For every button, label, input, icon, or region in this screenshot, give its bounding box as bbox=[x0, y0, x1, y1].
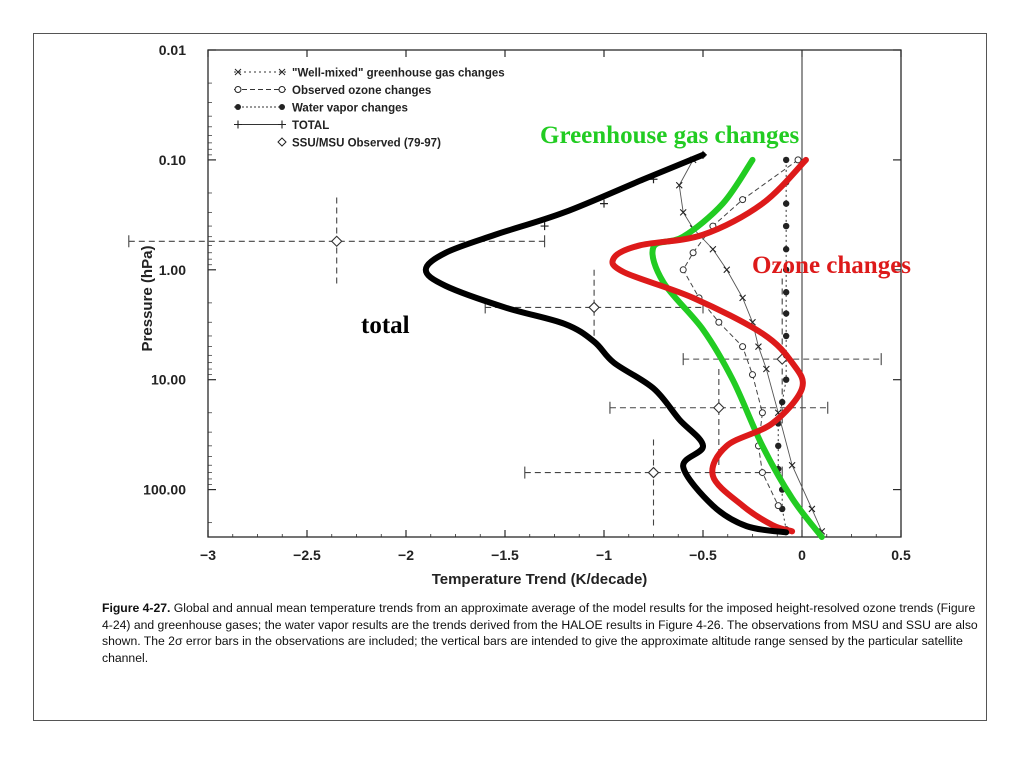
greenhouse-line bbox=[678, 159, 823, 532]
chart-marks bbox=[128, 150, 882, 535]
water-vapor-point bbox=[782, 332, 790, 340]
y-axis-label: Pressure (hPa) bbox=[139, 246, 156, 352]
greenhouse-point bbox=[808, 505, 816, 513]
legend-entry: "Well-mixed" greenhouse gas changes bbox=[292, 68, 505, 80]
legend-marker bbox=[234, 120, 242, 129]
y-tick-label: 10.00 bbox=[151, 372, 186, 388]
chart-curves bbox=[422, 151, 825, 540]
water-vapor-point bbox=[782, 246, 790, 253]
ozone-curve bbox=[609, 156, 809, 535]
legend-marker bbox=[279, 104, 285, 110]
water-vapor-point bbox=[782, 310, 790, 317]
legend-entry: SSU/MSU Observed (79-97) bbox=[292, 138, 441, 150]
water-vapor-point bbox=[782, 266, 790, 273]
chart-axes: −3 −2.5 −2 −1.5 −1 −0.5 0 0.5 0.01 0.10 1.00 10.00 1… bbox=[139, 42, 911, 588]
total-label: total bbox=[361, 312, 410, 339]
legend-marker bbox=[235, 104, 241, 110]
legend-entry: Water vapor changes bbox=[292, 103, 408, 115]
ssu-msu-point bbox=[588, 301, 600, 314]
legend-marker bbox=[234, 86, 242, 93]
water-vapor-line bbox=[777, 159, 787, 530]
greenhouse-point bbox=[675, 181, 683, 189]
greenhouse-point bbox=[679, 208, 687, 216]
greenhouse-point bbox=[739, 294, 746, 302]
ozone-observed-point bbox=[715, 318, 723, 326]
legend-marker bbox=[277, 137, 287, 147]
water-vapor-point bbox=[775, 442, 782, 450]
water-vapor-point bbox=[782, 376, 790, 383]
water-vapor-point bbox=[782, 289, 790, 296]
total-curve bbox=[422, 151, 790, 536]
ozone-observed-point bbox=[689, 249, 697, 257]
x-tick-label: −1.5 bbox=[491, 547, 519, 563]
greenhouse-curve bbox=[649, 156, 825, 540]
ozone-observed-point bbox=[774, 502, 782, 510]
x-tick-label: −1 bbox=[596, 547, 612, 563]
ozone-observed-point bbox=[739, 343, 747, 351]
legend-entry: Observed ozone changes bbox=[292, 85, 431, 97]
y-tick-label: 1.00 bbox=[159, 262, 186, 278]
legend-marker bbox=[278, 86, 286, 93]
x-tick-label: −0.5 bbox=[689, 547, 717, 563]
ssu-msu-point bbox=[647, 466, 660, 479]
ssu-msu-point bbox=[713, 401, 725, 414]
x-tick-label: 0.5 bbox=[891, 547, 911, 563]
ozone-observed-point bbox=[794, 156, 802, 164]
y-tick-label: 100.00 bbox=[143, 482, 186, 498]
ozone-observed-point bbox=[679, 266, 687, 274]
ozone-observed-point bbox=[758, 469, 766, 477]
greenhouse-point bbox=[788, 461, 796, 469]
caption-text: Global and annual mean temperature trend… bbox=[102, 601, 978, 665]
y-tick-label: 0.10 bbox=[159, 152, 186, 168]
ozone-observed-point bbox=[739, 196, 747, 204]
greenhouse-point bbox=[723, 266, 731, 274]
x-tick-label: −2 bbox=[398, 547, 414, 563]
greenhouse-point bbox=[762, 365, 770, 373]
greenhouse-point bbox=[755, 343, 762, 351]
x-axis-label: Temperature Trend (K/decade) bbox=[432, 571, 648, 588]
legend-entry: TOTAL bbox=[292, 120, 329, 132]
water-vapor-point bbox=[782, 200, 790, 207]
total-point bbox=[600, 199, 608, 208]
water-vapor-point bbox=[782, 156, 790, 164]
x-tick-label: 0 bbox=[798, 547, 806, 563]
slide-frame bbox=[33, 33, 987, 721]
x-tick-label: −3 bbox=[200, 547, 216, 563]
ozone-observed-point bbox=[749, 371, 756, 379]
legend-marker bbox=[278, 120, 286, 129]
figure-caption: Figure 4-27. Global and annual mean temp… bbox=[102, 600, 982, 666]
chart-legend: "Well-mixed" greenhouse gas changes Obser… bbox=[234, 68, 505, 150]
ozone-observed-point bbox=[758, 409, 766, 417]
temperature-trend-chart: −3 −2.5 −2 −1.5 −1 −0.5 0 0.5 0.01 0.10 1.00 10.00 1… bbox=[128, 42, 911, 588]
greenhouse-gas-label: Greenhouse gas changes bbox=[540, 122, 800, 149]
legend-marker bbox=[278, 68, 286, 76]
legend-marker bbox=[234, 68, 242, 76]
x-tick-label: −2.5 bbox=[293, 547, 321, 563]
greenhouse-point bbox=[709, 245, 717, 253]
water-vapor-point bbox=[782, 222, 790, 230]
caption-label: Figure 4-27. bbox=[102, 601, 171, 615]
ozone-changes-label: Ozone changes bbox=[752, 252, 912, 279]
ssu-msu-point bbox=[330, 235, 343, 248]
water-vapor-point bbox=[779, 398, 786, 406]
total-point bbox=[540, 222, 549, 231]
y-tick-label: 0.01 bbox=[159, 42, 186, 58]
